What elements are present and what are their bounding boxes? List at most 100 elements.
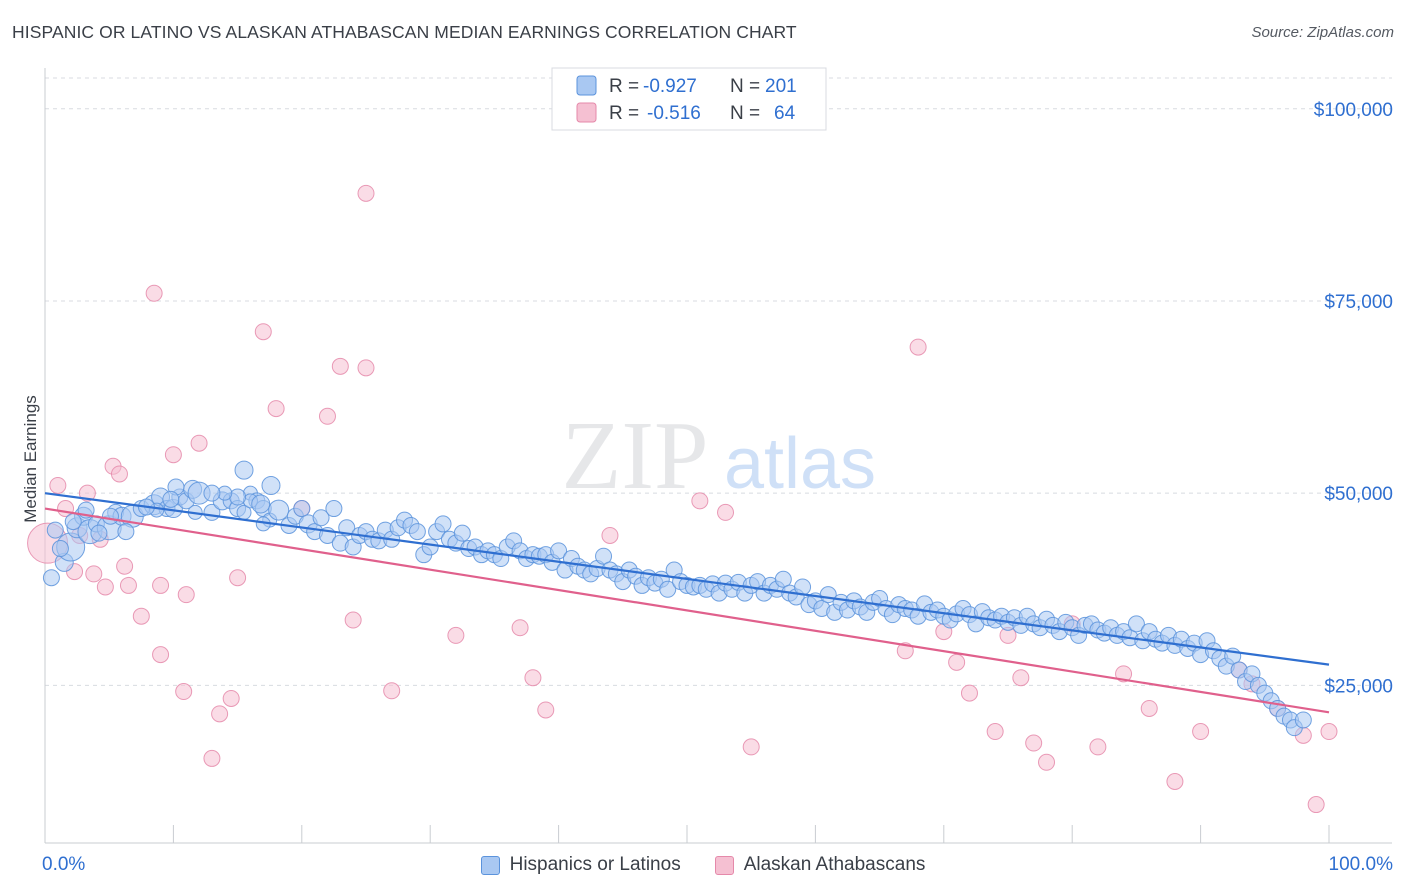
legend-r-label-blue: R = (609, 76, 639, 97)
legend-item-athabascans[interactable]: Alaskan Athabascans (714, 854, 926, 876)
chart-title: HISPANIC OR LATINO VS ALASKAN ATHABASCAN… (12, 22, 797, 42)
y-axis-label: Median Earnings (21, 395, 40, 523)
y-tick-label-2: $75,000 (1324, 292, 1393, 313)
legend-r-value-blue: -0.927 (643, 76, 697, 97)
point-hispanic-44 (51, 540, 69, 558)
point-athabascan-46 (960, 684, 978, 702)
point-athabascan-18 (175, 683, 193, 701)
point-hispanic-41 (90, 524, 108, 542)
point-hispanic-99 (595, 547, 613, 565)
point-athabascan-5 (78, 484, 96, 502)
point-athabascan-15 (152, 576, 170, 594)
tick-labels: $25,000 $50,000 $75,000 $100,000 0.0% 100.0% (42, 100, 1393, 875)
point-hispanic-43 (64, 513, 82, 531)
y-tick-label-3: $100,000 (1314, 100, 1393, 121)
point-athabascan-51 (1038, 753, 1056, 771)
point-hispanic-36 (162, 490, 180, 508)
point-hispanic-57 (325, 500, 343, 518)
legend-item-hispanics[interactable]: Hispanics or Latinos (480, 854, 681, 876)
point-athabascan-56 (1166, 772, 1184, 790)
legend-n-label-blue: N = (730, 76, 760, 97)
point-athabascan-55 (1140, 699, 1158, 717)
point-athabascan-19 (177, 586, 195, 604)
point-athabascan-8 (96, 578, 114, 596)
trend-line-pink (44, 507, 1330, 714)
x-tick-label-0: 0.0% (42, 854, 85, 875)
point-hispanic-77 (453, 524, 471, 542)
legend-label-athabascans: Alaskan Athabascans (743, 854, 926, 875)
point-athabascan-24 (229, 569, 247, 587)
point-athabascan-32 (357, 184, 375, 202)
point-hispanic-39 (117, 523, 135, 541)
watermark-zip: ZIP (562, 402, 709, 510)
axes (44, 68, 1392, 844)
point-hispanic-52 (293, 500, 311, 518)
point-athabascan-30 (344, 611, 362, 629)
correlation-legend: R = -0.927 N = 201 R = -0.516 N = 64 (551, 67, 827, 131)
point-athabascan-17 (164, 446, 182, 464)
point-hispanic-0 (42, 569, 60, 587)
point-athabascan-57 (1192, 723, 1210, 741)
point-hispanic-45 (46, 521, 64, 539)
point-athabascan-50 (1025, 734, 1043, 752)
legend-r-label-pink: R = (609, 103, 639, 124)
point-athabascan-26 (267, 400, 285, 418)
legend-swatch-hispanics (480, 855, 500, 875)
point-athabascan-14 (145, 284, 163, 302)
point-athabascan-16 (152, 646, 170, 664)
legend-r-value-pink: -0.516 (647, 103, 701, 124)
point-hispanic-59 (338, 519, 356, 537)
point-athabascan-11 (116, 557, 134, 575)
point-hispanic-208 (1294, 711, 1312, 729)
point-athabascan-1 (49, 476, 67, 494)
x-tick-label-1: 100.0% (1329, 854, 1394, 875)
trend-line-blue (44, 492, 1330, 666)
point-athabascan-38 (601, 526, 619, 544)
point-athabascan-13 (132, 607, 150, 625)
point-athabascan-31 (357, 359, 375, 377)
point-athabascan-34 (447, 626, 465, 644)
legend-n-value-blue: 201 (765, 76, 797, 97)
point-hispanic-40 (101, 507, 119, 525)
trend-lines (44, 492, 1330, 714)
point-athabascan-40 (717, 503, 735, 521)
point-athabascan-28 (318, 407, 336, 425)
point-hispanic-74 (434, 515, 452, 533)
point-athabascan-49 (1012, 669, 1030, 687)
legend-swatch-pink (576, 102, 597, 123)
point-hispanic-70 (408, 523, 426, 541)
point-hispanic-109 (659, 580, 677, 598)
point-athabascan-45 (948, 653, 966, 671)
watermark: ZIP atlas (562, 402, 877, 510)
point-athabascan-10 (110, 465, 128, 483)
source-label: Source: ZipAtlas.com (1251, 24, 1394, 41)
point-athabascan-37 (537, 701, 555, 719)
point-athabascan-47 (986, 723, 1004, 741)
legend-box (551, 67, 827, 131)
point-athabascan-12 (119, 576, 137, 594)
watermark-atlas: atlas (724, 424, 876, 504)
point-hispanic-127 (774, 570, 792, 588)
legend-swatch-blue (576, 75, 597, 96)
point-athabascan-41 (742, 738, 760, 756)
point-athabascan-6 (85, 565, 103, 583)
point-athabascan-33 (383, 682, 401, 700)
point-hispanic-182 (1127, 615, 1145, 633)
point-athabascan-36 (524, 669, 542, 687)
point-hispanic-49 (261, 475, 281, 495)
y-tick-label-0: $25,000 (1324, 676, 1393, 697)
point-athabascan-54 (1115, 665, 1133, 683)
y-tick-label-1: $50,000 (1324, 484, 1393, 505)
point-athabascan-63 (1320, 723, 1338, 741)
point-hispanic-55 (312, 509, 330, 527)
legend-n-label-pink: N = (730, 103, 760, 124)
point-hispanic-33 (203, 484, 221, 502)
point-hispanic-47 (251, 494, 271, 514)
point-athabascan-43 (909, 338, 927, 356)
point-hispanic-48 (268, 499, 290, 521)
point-hispanic-72 (421, 538, 439, 556)
point-athabascan-23 (222, 689, 240, 707)
legend-label-hispanics: Hispanics or Latinos (509, 854, 681, 875)
legend-swatch-athabascans (714, 855, 734, 875)
